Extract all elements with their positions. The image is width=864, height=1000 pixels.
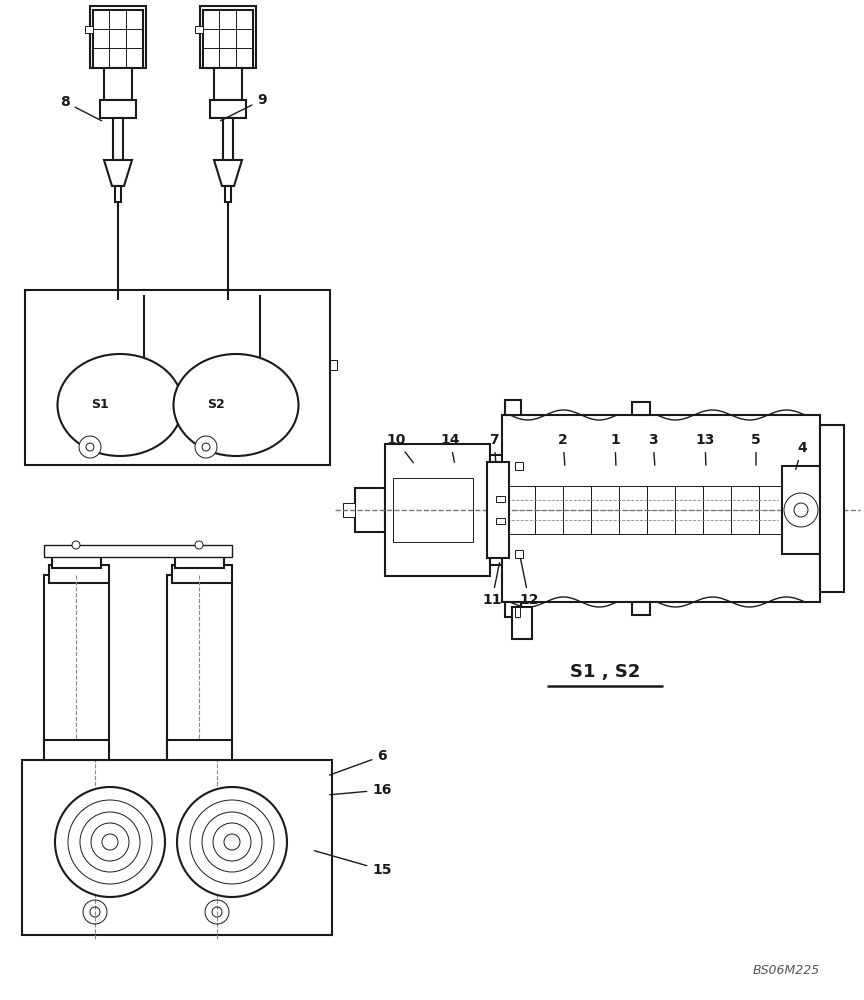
Text: 5: 5 (751, 433, 761, 465)
Bar (210, 100, 246, 118)
Bar (505, 400, 521, 415)
Bar (25, 290, 330, 465)
Bar (90, 6, 146, 68)
Text: S1 , S2: S1 , S2 (570, 663, 640, 681)
Bar (203, 10, 253, 68)
Text: 13: 13 (696, 433, 715, 465)
Bar (385, 444, 490, 576)
Bar (44, 740, 109, 760)
Bar (490, 455, 505, 565)
Text: 9: 9 (220, 93, 267, 121)
Text: S1: S1 (91, 397, 109, 410)
Bar (393, 478, 473, 542)
Bar (167, 575, 232, 750)
Bar (512, 607, 532, 639)
Text: 16: 16 (330, 783, 391, 797)
Bar (496, 518, 505, 524)
Text: 4: 4 (796, 441, 807, 469)
Text: 2: 2 (558, 433, 568, 465)
Bar (505, 602, 521, 617)
Text: 3: 3 (648, 433, 658, 465)
Circle shape (177, 787, 287, 897)
Bar (169, 742, 183, 760)
Circle shape (195, 436, 217, 458)
Text: 14: 14 (441, 433, 460, 462)
Bar (115, 186, 121, 202)
Bar (820, 425, 844, 592)
Bar (223, 118, 233, 160)
Bar (502, 415, 820, 602)
Bar (44, 545, 232, 557)
Circle shape (195, 541, 203, 549)
Text: 6: 6 (329, 749, 387, 775)
Bar (22, 760, 332, 935)
Bar (195, 26, 203, 33)
Bar (104, 68, 132, 100)
Bar (214, 68, 242, 100)
Bar (487, 462, 509, 558)
Text: 11: 11 (482, 563, 502, 607)
Text: BS06M225: BS06M225 (753, 964, 820, 976)
Polygon shape (214, 160, 242, 186)
Text: 7: 7 (489, 433, 499, 462)
Bar (200, 6, 256, 68)
Bar (496, 496, 505, 502)
Bar (632, 402, 650, 415)
Bar (782, 466, 820, 554)
Bar (355, 488, 385, 532)
Ellipse shape (58, 354, 182, 456)
Bar (515, 550, 523, 558)
Bar (172, 565, 232, 583)
Text: 1: 1 (610, 433, 619, 465)
Bar (225, 186, 231, 202)
Text: 10: 10 (386, 433, 413, 463)
Circle shape (86, 443, 94, 451)
Bar (515, 607, 520, 617)
Bar (515, 462, 523, 470)
Bar (93, 742, 107, 760)
Circle shape (202, 443, 210, 451)
Bar (632, 602, 650, 615)
Text: 15: 15 (314, 851, 391, 877)
Bar (343, 503, 355, 517)
Text: 12: 12 (519, 559, 539, 607)
Bar (140, 385, 149, 425)
Bar (78, 389, 122, 419)
Bar (216, 742, 230, 760)
Bar (100, 100, 136, 118)
Ellipse shape (174, 354, 298, 456)
Bar (330, 360, 337, 370)
Bar (256, 385, 265, 425)
Text: 8: 8 (60, 95, 102, 121)
Bar (93, 10, 143, 68)
Text: S2: S2 (207, 397, 225, 410)
Circle shape (72, 541, 80, 549)
Polygon shape (104, 160, 132, 186)
Circle shape (55, 787, 165, 897)
Bar (44, 575, 109, 750)
Bar (167, 740, 232, 760)
Bar (49, 565, 109, 583)
Bar (46, 742, 60, 760)
Bar (175, 555, 224, 568)
Bar (85, 26, 93, 33)
Bar (194, 389, 238, 419)
Bar (52, 555, 101, 568)
Bar (113, 118, 123, 160)
Circle shape (79, 436, 101, 458)
Bar (502, 486, 782, 534)
